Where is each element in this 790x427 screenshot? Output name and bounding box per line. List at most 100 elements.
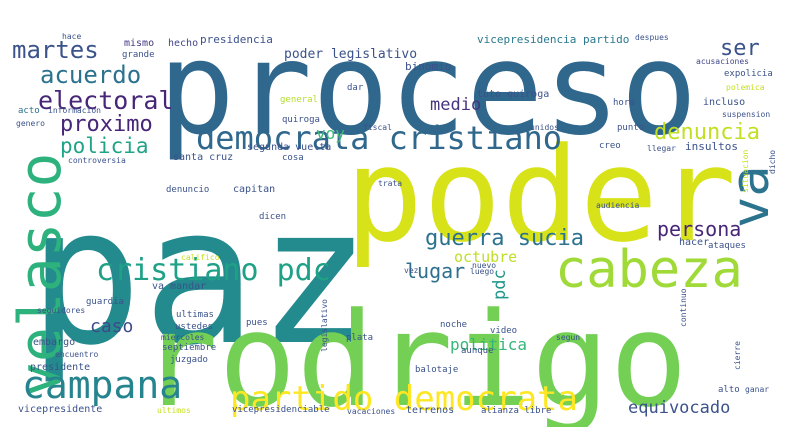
word-balotaje: balotaje bbox=[415, 365, 458, 375]
word-vacaciones: vacaciones bbox=[347, 407, 395, 416]
word-ganar: ganar bbox=[745, 385, 769, 394]
word-va-mandar: va mandar bbox=[152, 281, 206, 292]
word-ustedes: ustedes bbox=[175, 322, 213, 332]
word-juzgado: juzgado bbox=[170, 355, 208, 365]
word-campana: campana bbox=[22, 363, 182, 407]
word-hora: hora bbox=[613, 98, 635, 108]
word-mismo: mismo bbox=[124, 38, 154, 49]
word-caso: caso bbox=[90, 316, 133, 337]
word-situacion: situacion bbox=[741, 149, 750, 193]
word-lugar: lugar bbox=[405, 259, 465, 283]
word-unidos: unidos bbox=[530, 123, 559, 132]
word-llegar: llegar bbox=[647, 144, 676, 153]
word-octubre: octubre bbox=[454, 248, 517, 266]
word-voy: voy bbox=[316, 124, 345, 143]
word-binomio: binomio bbox=[405, 60, 451, 73]
word-persona: persona bbox=[657, 217, 741, 241]
word-democrata-cristiano: democrata cristiano bbox=[196, 119, 562, 157]
word-polemica: polemica bbox=[726, 83, 765, 92]
word-cierre: cierre bbox=[733, 341, 742, 370]
word-video: video bbox=[490, 326, 517, 336]
word-luego: luego bbox=[470, 267, 494, 276]
word-controversia: controversia bbox=[68, 156, 126, 165]
word-poder-legislativo: poder legislativo bbox=[284, 47, 417, 62]
word-suspension: suspension bbox=[722, 110, 770, 119]
word-general: general bbox=[280, 95, 318, 105]
word-aunque: aunque bbox=[461, 346, 494, 356]
word-terrenos: terrenos bbox=[406, 405, 454, 416]
word-grande: grande bbox=[122, 50, 155, 60]
word-hacer: hacer bbox=[679, 237, 709, 248]
word-presidencia: presidencia bbox=[200, 33, 273, 46]
word-policia: policia bbox=[60, 134, 149, 158]
word-vicepresidente: vicepresidente bbox=[18, 404, 102, 415]
word-dicho: dicho bbox=[768, 150, 777, 174]
word-miercoles: miercoles bbox=[161, 333, 205, 342]
word-vicepresidencia-partido: vicepresidencia partido bbox=[477, 33, 629, 46]
word-presidente: presidente bbox=[30, 362, 90, 373]
word-creo: creo bbox=[599, 141, 621, 151]
word-partido-democrata: partido democrata bbox=[230, 379, 578, 419]
word-segun: segun bbox=[556, 333, 580, 342]
word-acuerdo: acuerdo bbox=[40, 61, 141, 89]
word-quiroga: quiroga bbox=[282, 115, 320, 125]
word-rodrigo: rodrigo bbox=[140, 284, 688, 427]
word-cabeza: cabeza bbox=[555, 240, 743, 300]
word-hecho: hecho bbox=[168, 38, 198, 49]
word-ultimas: ultimas bbox=[176, 310, 214, 320]
word-tuto-quiroga: tuto quiroga bbox=[477, 89, 549, 100]
word-trata: trata bbox=[378, 179, 402, 188]
word-encuentro: encuentro bbox=[55, 350, 99, 359]
word-fiscal: fiscal bbox=[363, 123, 392, 132]
word-alianza-libre: alianza libre bbox=[481, 406, 551, 416]
word-cosa: cosa bbox=[282, 153, 304, 163]
word-acto: acto bbox=[18, 106, 40, 116]
word-velasco: velasco bbox=[6, 153, 74, 397]
word-equivocado: equivocado bbox=[628, 398, 730, 418]
word-denuncio: denuncio bbox=[166, 185, 209, 195]
word-ataques: ataques bbox=[708, 241, 746, 251]
word-vicepresidenciable: vicepresidenciable bbox=[232, 405, 330, 415]
word-medio: medio bbox=[430, 95, 481, 115]
word-dar: dar bbox=[347, 83, 364, 93]
word-poder: poder bbox=[345, 119, 736, 271]
word-proximo: proximo bbox=[60, 112, 153, 137]
word-audiencia: audiencia bbox=[596, 201, 640, 210]
word-embargo: embargo bbox=[33, 337, 75, 348]
word-despues: despues bbox=[635, 33, 669, 42]
word-noche: noche bbox=[440, 320, 467, 330]
word-alto: alto bbox=[718, 385, 740, 395]
word-proceso: proceso bbox=[158, 15, 697, 164]
word-va: va bbox=[721, 165, 781, 228]
word-politica: politica bbox=[450, 335, 527, 354]
word-hace: hace bbox=[62, 32, 81, 41]
word-segunda-vuelta: segunda vuelta bbox=[247, 142, 331, 153]
word-seguidores: seguidores bbox=[37, 306, 85, 315]
word-guerra-sucia: guerra sucia bbox=[425, 226, 584, 251]
word-vez: vez bbox=[404, 266, 419, 275]
word-plata: plata bbox=[346, 333, 373, 343]
word-pdc: pdc bbox=[490, 269, 510, 300]
word-septiembre: septiembre bbox=[162, 343, 216, 353]
word-santa-cruz: santa cruz bbox=[173, 152, 233, 163]
word-ultimos: ultimos bbox=[157, 406, 191, 415]
word-cristiano-pdc: cristiano pdc bbox=[96, 253, 331, 288]
word-genero: genero bbox=[16, 119, 45, 128]
word-capitan: capitan bbox=[233, 184, 275, 195]
word-paz: paz bbox=[28, 166, 371, 387]
word-martes: martes bbox=[12, 36, 99, 64]
word-ser: ser bbox=[720, 36, 760, 61]
word-electoral: electoral bbox=[38, 86, 173, 115]
word-incluso: incluso bbox=[703, 97, 745, 108]
word-guardia: guardia bbox=[86, 297, 124, 307]
word-califico: califico bbox=[181, 253, 220, 262]
word-pues: pues bbox=[246, 318, 268, 328]
word-dicen: dicen bbox=[259, 212, 286, 222]
word-informacion: informacion bbox=[48, 106, 101, 115]
word-insultos: insultos bbox=[685, 140, 738, 153]
word-punto: punto bbox=[617, 123, 644, 133]
word-continuo: continuo bbox=[679, 288, 688, 327]
